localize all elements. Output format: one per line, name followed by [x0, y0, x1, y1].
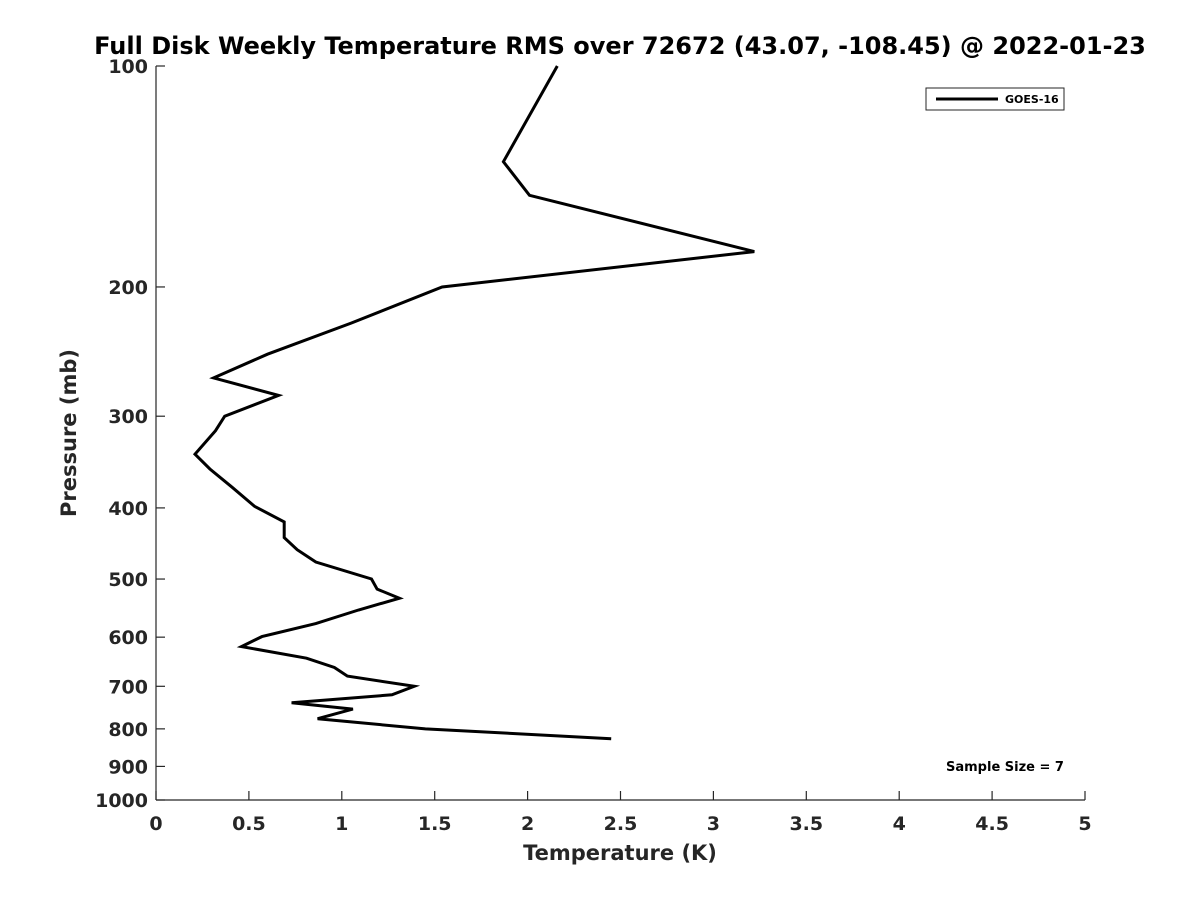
x-tick-label: 3.5 [789, 813, 823, 835]
y-ticks: 100 200 300 400 500 600 700 800 900 1000 [95, 56, 165, 812]
x-tick-label: 1.5 [418, 813, 452, 835]
x-tick-label: 1 [335, 813, 348, 835]
series-layer [192, 65, 755, 741]
y-tick-label: 1000 [95, 790, 148, 812]
y-tick-label: 500 [108, 569, 148, 591]
y-tick-label: 200 [108, 277, 148, 299]
x-ticks: 0 0.5 1 1.5 2 2.5 3 3.5 4 4.5 5 [149, 791, 1092, 835]
y-tick-label: 900 [108, 756, 148, 778]
sample-size-annotation: Sample Size = 7 [946, 760, 1064, 775]
legend: GOES-16 [925, 87, 1065, 111]
y-tick-label: 600 [108, 627, 148, 649]
y-tick-label: 700 [108, 676, 148, 698]
y-tick-label: 800 [108, 719, 148, 741]
x-tick-label: 0.5 [232, 813, 266, 835]
x-tick-label: 4 [893, 813, 906, 835]
axes [155, 66, 1085, 801]
y-axis-label: Pressure (mb) [57, 349, 81, 517]
y-tick-label: 100 [108, 56, 148, 78]
x-tick-label: 2.5 [604, 813, 638, 835]
legend-label: GOES-16 [1005, 93, 1059, 106]
y-tick-label: 400 [108, 498, 148, 520]
y-tick-label: 300 [108, 406, 148, 428]
x-tick-label: 5 [1078, 813, 1091, 835]
x-tick-label: 4.5 [975, 813, 1009, 835]
chart-title: Full Disk Weekly Temperature RMS over 72… [94, 32, 1146, 60]
x-tick-label: 3 [707, 813, 720, 835]
x-tick-label: 2 [521, 813, 534, 835]
x-axis-label: Temperature (K) [523, 841, 717, 865]
series-line-goes-16 [192, 65, 755, 741]
x-tick-label: 0 [149, 813, 162, 835]
